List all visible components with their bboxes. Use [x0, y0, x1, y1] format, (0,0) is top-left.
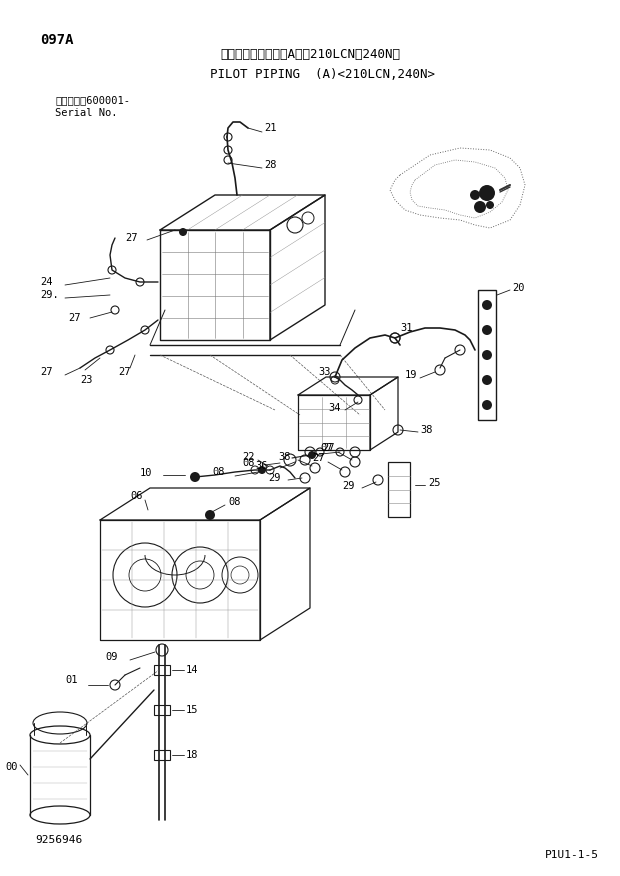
- Circle shape: [308, 451, 316, 459]
- Circle shape: [190, 472, 200, 482]
- Circle shape: [205, 510, 215, 520]
- Text: 25: 25: [428, 478, 440, 488]
- Circle shape: [482, 325, 492, 335]
- Text: 29: 29: [342, 481, 355, 491]
- Bar: [154, 750, 170, 760]
- Bar: [154, 665, 170, 675]
- Text: 27: 27: [118, 367, 130, 377]
- Text: 27: 27: [40, 367, 53, 377]
- Text: 24: 24: [40, 277, 53, 287]
- Text: 15: 15: [186, 705, 198, 715]
- Text: PILOT PIPING  (A)<210LCN,240N>: PILOT PIPING (A)<210LCN,240N>: [210, 68, 435, 81]
- Text: 9256946: 9256946: [35, 835, 82, 845]
- Circle shape: [474, 201, 486, 213]
- Text: 097A: 097A: [40, 33, 74, 47]
- Text: 08: 08: [228, 497, 241, 507]
- Text: 27: 27: [312, 453, 324, 463]
- Text: 33: 33: [318, 367, 330, 377]
- Text: パイロット配管　（A）＜210LCN，240N＞: パイロット配管 （A）＜210LCN，240N＞: [220, 48, 400, 61]
- Circle shape: [258, 466, 266, 474]
- Text: 19: 19: [405, 370, 417, 380]
- Text: 27: 27: [68, 313, 81, 323]
- Text: 適用号機　600001-: 適用号機 600001-: [55, 95, 130, 105]
- Circle shape: [486, 201, 494, 209]
- Text: 31: 31: [400, 323, 412, 333]
- Text: 14: 14: [186, 665, 198, 675]
- Text: 08: 08: [212, 467, 224, 477]
- Text: 27: 27: [125, 233, 138, 243]
- Text: 21: 21: [264, 123, 277, 133]
- Circle shape: [470, 190, 480, 200]
- Text: 09: 09: [105, 652, 118, 662]
- Circle shape: [179, 228, 187, 236]
- Text: P1U1-1-5: P1U1-1-5: [545, 850, 599, 860]
- Bar: [388, 462, 410, 517]
- Text: 07: 07: [320, 443, 332, 453]
- Text: 29.: 29.: [40, 290, 59, 300]
- Text: 08: 08: [242, 458, 254, 468]
- Text: 00: 00: [5, 762, 17, 772]
- Text: 20: 20: [512, 283, 525, 293]
- Circle shape: [482, 400, 492, 410]
- Text: 29: 29: [268, 473, 280, 483]
- Bar: [478, 290, 496, 420]
- Text: Serial No.: Serial No.: [55, 108, 118, 118]
- Text: 23: 23: [80, 375, 92, 385]
- Text: 38: 38: [278, 452, 291, 462]
- Text: 01: 01: [65, 675, 78, 685]
- Text: 38: 38: [420, 425, 433, 435]
- Circle shape: [479, 185, 495, 201]
- Text: 34: 34: [328, 403, 340, 413]
- Circle shape: [482, 350, 492, 360]
- Bar: [154, 705, 170, 715]
- Text: 18: 18: [186, 750, 198, 760]
- Text: 10: 10: [140, 468, 153, 478]
- Circle shape: [482, 300, 492, 310]
- Text: 27: 27: [322, 443, 335, 453]
- Text: 28: 28: [264, 160, 277, 170]
- Circle shape: [482, 375, 492, 385]
- Text: 06: 06: [130, 491, 143, 501]
- Text: 22: 22: [242, 452, 254, 462]
- Text: 36: 36: [255, 461, 267, 471]
